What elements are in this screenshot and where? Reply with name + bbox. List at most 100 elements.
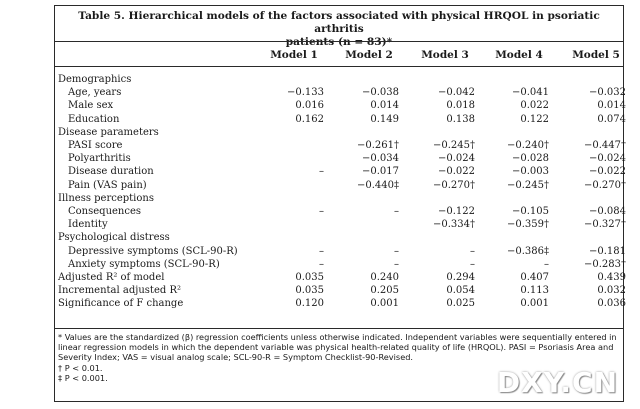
table-row: Depressive symptoms (SCL-90-R) – – – −0.386‡… (55, 245, 626, 258)
cell-model-5: −0.022 (588, 166, 626, 178)
cell-model-3: −0.334† (432, 219, 475, 231)
cell-model-1: 0.035 (295, 285, 324, 297)
cell-model-5: −0.270† (583, 179, 626, 191)
cell-model-5: −0.024 (588, 153, 626, 165)
row-label: Disease duration (68, 166, 154, 178)
table-frame: Table 5. Hierarchical models of the fact… (54, 5, 626, 402)
table-row: Anxiety symptoms (SCL-90-R) – – – – −0.283† (55, 258, 626, 271)
cell-model-2: −0.017 (361, 166, 399, 178)
cell-model-3: −0.024 (437, 153, 475, 165)
table-row: Polyarthritis −0.034 −0.024 −0.028 −0.024 (55, 152, 626, 165)
cell-model-5: −0.181 (588, 245, 626, 257)
cell-model-1: – (319, 166, 324, 178)
row-label: Education (68, 113, 120, 125)
table-row-section: Significance of F change 0.120 0.001 0.025 0… (55, 297, 626, 310)
cell-model-2: −0.038 (361, 87, 399, 99)
row-label: Adjusted R² of model (58, 272, 165, 283)
row-label: Male sex (68, 100, 114, 112)
cell-model-2: −0.034 (361, 153, 399, 165)
cell-model-4: −0.028 (511, 153, 549, 165)
table-title-line-1: Table 5. Hierarchical models of the fact… (78, 10, 600, 35)
cell-model-2: 0.149 (370, 113, 399, 125)
cell-model-5: −0.032 (588, 87, 626, 99)
cell-model-2: 0.205 (370, 285, 399, 297)
table-row: Disease duration – −0.017 −0.022 −0.003 −0.02… (55, 165, 626, 178)
cell-model-1: 0.120 (295, 298, 324, 310)
cell-model-4: 0.001 (520, 298, 549, 310)
column-header-model-1: Model 1 (270, 49, 318, 61)
cell-model-4: 0.407 (520, 272, 549, 283)
cell-model-3: – (470, 258, 475, 270)
cell-model-1: – (319, 206, 324, 217)
cell-model-3: −0.042 (437, 87, 475, 99)
table-row: Age, years −0.133 −0.038 −0.042 −0.041 −0.032 (55, 86, 626, 99)
table-row: Male sex 0.016 0.014 0.018 0.022 0.014 (55, 99, 626, 112)
cell-model-4: −0.003 (511, 166, 549, 178)
cell-model-2: – (394, 245, 399, 257)
row-label: Incremental adjusted R² (58, 285, 181, 297)
cell-model-3: 0.025 (446, 298, 475, 310)
table-row: Education 0.162 0.149 0.138 0.122 0.074 (55, 113, 626, 126)
row-label: Demographics (58, 74, 132, 85)
cell-model-4: 0.113 (520, 285, 549, 297)
cell-model-4: −0.386‡ (506, 245, 549, 257)
cell-model-2: 0.240 (370, 272, 399, 283)
cell-model-3: 0.138 (446, 113, 475, 125)
footnote-rule (55, 328, 623, 329)
table-row-section: Demographics (55, 73, 623, 86)
row-label: Depressive symptoms (SCL-90-R) (68, 245, 238, 257)
row-label: Disease parameters (58, 126, 159, 138)
cell-model-2: 0.014 (370, 100, 399, 112)
cell-model-2: – (394, 206, 399, 217)
table-row-section: Adjusted R² of model 0.035 0.240 0.294 0.407… (55, 271, 626, 284)
cell-model-1: 0.016 (295, 100, 324, 112)
cell-model-4: 0.022 (520, 100, 549, 112)
row-label: Psychological distress (58, 232, 170, 244)
cell-model-3: −0.245† (432, 140, 475, 151)
cell-model-2: 0.001 (370, 298, 399, 310)
column-header-model-5: Model 5 (572, 49, 620, 61)
cell-model-2: – (394, 258, 399, 270)
header-top-rule (55, 41, 623, 42)
cell-model-1: 0.162 (295, 113, 324, 125)
cell-model-1: 0.035 (295, 272, 324, 283)
table-row-section: Disease parameters (55, 126, 623, 139)
row-label: Illness perceptions (58, 192, 154, 204)
table-title-line-2: patients (n = 83)* (285, 36, 393, 48)
footnote-p-001: ‡ P < 0.001. (58, 372, 108, 383)
table-row-section: Illness perceptions (55, 192, 623, 205)
table-row: Consequences – – −0.122 −0.105 −0.084 (55, 205, 626, 218)
cell-model-3: 0.294 (446, 272, 475, 283)
cell-model-3: −0.022 (437, 166, 475, 178)
cell-model-1: – (319, 258, 324, 270)
table-footnotes: * Values are the standardized (β) regres… (58, 332, 620, 383)
cell-model-4: 0.122 (520, 113, 549, 125)
column-header-model-4: Model 4 (495, 49, 543, 61)
row-label: Consequences (68, 206, 142, 217)
cell-model-5: 0.032 (597, 285, 626, 297)
row-label: Polyarthritis (68, 153, 131, 165)
cell-model-5: −0.327† (583, 219, 626, 231)
cell-model-4: – (544, 258, 549, 270)
table-row: PASI score −0.261† −0.245† −0.240† −0.447† (55, 139, 626, 152)
cell-model-4: −0.245† (506, 179, 549, 191)
cell-model-4: −0.240† (506, 140, 549, 151)
cell-model-5: 0.036 (597, 298, 626, 310)
row-label: Age, years (68, 87, 122, 99)
cell-model-1: – (319, 245, 324, 257)
table-row: Identity −0.334† −0.359† −0.327† (55, 218, 626, 231)
column-header-model-2: Model 2 (345, 49, 393, 61)
cell-model-3: −0.122 (437, 206, 475, 217)
cell-model-1: −0.133 (286, 87, 324, 99)
cell-model-5: −0.283† (583, 258, 626, 270)
cell-model-3: 0.054 (446, 285, 475, 297)
cell-model-4: −0.041 (511, 87, 549, 99)
row-label: Significance of F change (58, 298, 184, 310)
row-label: PASI score (68, 140, 123, 151)
cell-model-3: 0.018 (446, 100, 475, 112)
cell-model-5: −0.084 (588, 206, 626, 217)
header-bottom-rule (55, 66, 623, 67)
table-row-section: Incremental adjusted R² 0.035 0.205 0.054 0.… (55, 284, 626, 297)
table-row: Pain (VAS pain) −0.440‡ −0.270† −0.245† −0.2… (55, 179, 626, 192)
cell-model-2: −0.261† (356, 140, 399, 151)
